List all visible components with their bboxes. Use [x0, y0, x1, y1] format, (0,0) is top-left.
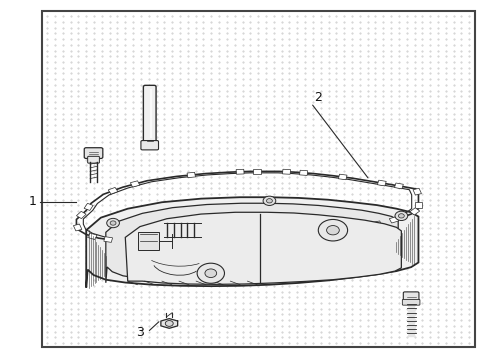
Polygon shape	[88, 233, 97, 239]
FancyBboxPatch shape	[88, 156, 99, 163]
Circle shape	[197, 263, 224, 283]
Circle shape	[110, 221, 116, 225]
Text: 1: 1	[28, 195, 36, 208]
Polygon shape	[150, 241, 159, 246]
Polygon shape	[86, 197, 418, 288]
Polygon shape	[84, 203, 93, 211]
Circle shape	[267, 199, 272, 203]
Circle shape	[318, 220, 347, 241]
Polygon shape	[253, 169, 261, 174]
Circle shape	[398, 214, 404, 218]
FancyBboxPatch shape	[403, 292, 419, 301]
Polygon shape	[377, 180, 386, 186]
Polygon shape	[333, 228, 343, 234]
Polygon shape	[130, 181, 140, 187]
Polygon shape	[192, 241, 200, 246]
Polygon shape	[74, 224, 82, 231]
Polygon shape	[104, 237, 113, 242]
Polygon shape	[214, 240, 222, 245]
Circle shape	[165, 320, 173, 327]
Polygon shape	[413, 188, 421, 195]
Polygon shape	[287, 235, 295, 240]
FancyBboxPatch shape	[144, 85, 156, 144]
Polygon shape	[283, 169, 291, 174]
Polygon shape	[390, 217, 399, 223]
Polygon shape	[187, 172, 196, 177]
Polygon shape	[125, 212, 401, 284]
Polygon shape	[76, 211, 86, 219]
Polygon shape	[161, 319, 178, 328]
Polygon shape	[299, 170, 308, 175]
FancyBboxPatch shape	[84, 148, 103, 158]
Circle shape	[263, 196, 276, 206]
Circle shape	[395, 211, 408, 221]
Circle shape	[107, 219, 120, 228]
FancyBboxPatch shape	[402, 300, 420, 305]
Polygon shape	[339, 174, 347, 180]
Circle shape	[205, 269, 217, 278]
Polygon shape	[372, 221, 381, 227]
Text: 2: 2	[315, 91, 322, 104]
Bar	[42, 12, 475, 347]
Polygon shape	[236, 169, 244, 174]
Polygon shape	[108, 188, 118, 194]
Polygon shape	[416, 202, 421, 208]
Polygon shape	[410, 208, 420, 215]
Text: 3: 3	[136, 326, 144, 339]
Circle shape	[327, 226, 339, 235]
Bar	[138, 232, 159, 250]
Polygon shape	[106, 203, 398, 283]
Polygon shape	[394, 183, 403, 189]
Polygon shape	[263, 237, 271, 243]
FancyBboxPatch shape	[141, 140, 159, 150]
